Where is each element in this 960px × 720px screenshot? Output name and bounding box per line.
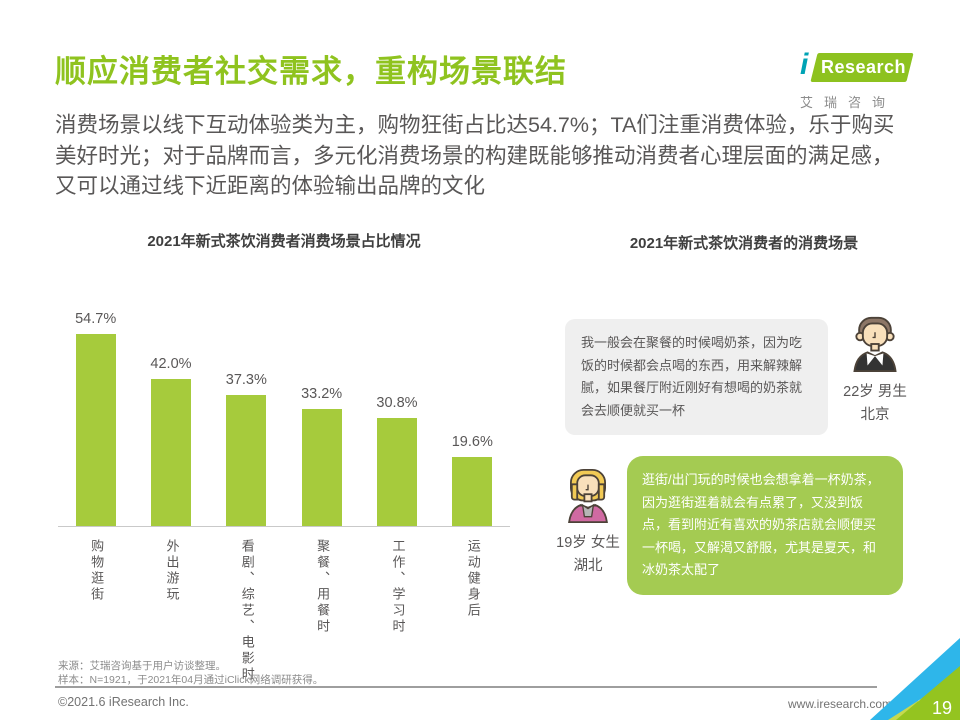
persona-female-age-gender: 19岁 女生 bbox=[556, 535, 620, 551]
iresearch-logo-mark: i Research bbox=[800, 48, 916, 84]
page-number: 19 bbox=[932, 698, 952, 718]
bar bbox=[150, 378, 191, 526]
source-note: 来源：艾瑞咨询基于用户访谈整理。 bbox=[58, 660, 226, 672]
bar-value-label: 54.7% bbox=[75, 311, 117, 328]
page-title: 顺应消费者社交需求，重构场景联结 bbox=[55, 54, 567, 89]
footnote-block: 来源：艾瑞咨询基于用户访谈整理。 样本：N=1921，于2021年04月通过iC… bbox=[58, 660, 323, 687]
logo-chinese-name: 艾瑞咨询 bbox=[800, 95, 897, 110]
logo-i-letter: i bbox=[800, 48, 809, 81]
bar-column: 42.0% bbox=[133, 356, 208, 526]
quote-bubble-female: 逛街/出门玩的时候也会想拿着一杯奶茶，因为逛街逛着就会有点累了，又没到饭点，看到… bbox=[627, 456, 903, 596]
bar bbox=[376, 417, 417, 526]
bar bbox=[301, 409, 342, 526]
persona-female-location: 湖北 bbox=[573, 557, 603, 574]
website-url: www.iresearch.com.cn bbox=[788, 697, 909, 711]
bar bbox=[452, 457, 493, 526]
quote-bubble-male: 我一般会在聚餐的时候喝奶茶，因为吃饭的时候都会点喝的东西，用来解辣解腻，如果餐厅… bbox=[565, 319, 828, 436]
copyright-text: ©2021.6 iResearch Inc. bbox=[58, 695, 189, 709]
right-section-title: 2021年新式茶饮消费者的消费场景 bbox=[629, 235, 859, 252]
bar-value-label: 33.2% bbox=[301, 386, 343, 403]
persona-male: 22岁 男生 北京 bbox=[836, 314, 914, 425]
bar bbox=[75, 334, 116, 526]
bar-column: 33.2% bbox=[284, 386, 359, 526]
bar-plot-area: 54.7% 42.0% 37.3% 33.2% 30.8% 19.6% bbox=[58, 261, 510, 527]
left-chart-title: 2021年新式茶饮消费者消费场景占比情况 bbox=[147, 233, 421, 250]
bar-value-label: 19.6% bbox=[451, 434, 493, 451]
category-axis: 购物逛街 外出游玩 看剧、综艺、电影时 聚餐、用餐时 工作、学习时 运动健身后 bbox=[58, 539, 510, 683]
footer-divider bbox=[55, 686, 877, 688]
category-label: 看剧、综艺、电影时 bbox=[239, 539, 255, 683]
iresearch-logo: i Research 艾瑞咨询 bbox=[800, 48, 916, 111]
bar-value-label: 30.8% bbox=[376, 394, 418, 411]
persona-male-location: 北京 bbox=[860, 406, 890, 423]
bar bbox=[226, 395, 267, 526]
female-avatar-icon bbox=[568, 469, 608, 523]
category-label: 外出游玩 bbox=[164, 539, 180, 603]
bar-column: 30.8% bbox=[359, 395, 434, 526]
bar-column: 37.3% bbox=[209, 372, 284, 526]
bar-column: 19.6% bbox=[435, 434, 510, 526]
corner-decoration: 19 bbox=[870, 638, 960, 720]
male-avatar-icon bbox=[853, 316, 897, 372]
category-label: 聚餐、用餐时 bbox=[315, 539, 331, 635]
bar-column: 54.7% bbox=[58, 311, 133, 526]
category-label: 购物逛街 bbox=[89, 539, 105, 603]
persona-male-age-gender: 22岁 男生 bbox=[843, 384, 907, 400]
bar-value-label: 37.3% bbox=[225, 372, 267, 389]
bar-value-label: 42.0% bbox=[150, 355, 192, 372]
category-label: 运动健身后 bbox=[465, 539, 481, 619]
intro-paragraph: 消费场景以线下互动体验类为主，购物狂街占比达54.7%；TA们注重消费体验，乐于… bbox=[55, 113, 895, 199]
category-label: 工作、学习时 bbox=[390, 539, 406, 635]
persona-female: 19岁 女生 湖北 bbox=[548, 467, 628, 576]
bar-chart: 2021年新式茶饮消费者消费场景占比情况 54.7% 42.0% 37.3% 33.2… bbox=[58, 230, 510, 683]
logo-brand-text: Research bbox=[821, 57, 907, 77]
sample-note: 样本：N=1921，于2021年04月通过iClick网络调研获得。 bbox=[58, 673, 324, 686]
